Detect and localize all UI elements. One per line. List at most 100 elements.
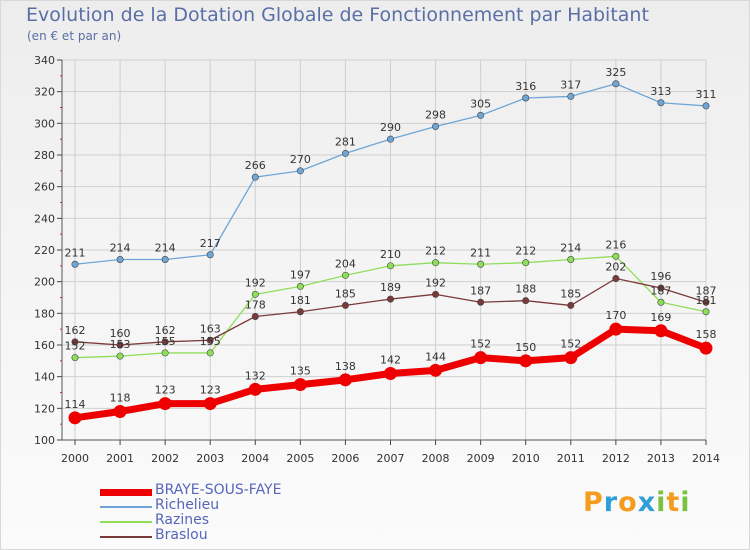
data-point bbox=[609, 322, 623, 336]
data-label: 132 bbox=[245, 369, 266, 382]
data-point bbox=[296, 282, 304, 290]
x-tick-label: 2000 bbox=[61, 452, 89, 465]
x-tick-label: 2002 bbox=[151, 452, 179, 465]
logo-letter: o bbox=[618, 487, 638, 518]
data-label: 214 bbox=[110, 242, 131, 255]
data-point bbox=[113, 405, 127, 418]
data-label: 135 bbox=[290, 365, 311, 378]
y-tick-label: 160 bbox=[34, 339, 55, 352]
axes: 100 120 140 160 180 200 220 240 260 280 300 320 340 2… bbox=[34, 54, 720, 465]
data-point bbox=[519, 354, 533, 368]
data-label: 152 bbox=[65, 340, 86, 353]
data-point bbox=[203, 397, 217, 411]
data-label: 138 bbox=[335, 360, 356, 373]
y-tick-label: 280 bbox=[34, 149, 55, 162]
data-point bbox=[612, 252, 620, 260]
data-label: 216 bbox=[605, 238, 626, 251]
data-point bbox=[702, 298, 710, 306]
y-tick-label: 320 bbox=[34, 86, 55, 99]
data-point bbox=[161, 255, 169, 263]
data-label: 313 bbox=[650, 85, 671, 98]
data-label: 169 bbox=[650, 311, 671, 324]
y-tick-label: 340 bbox=[34, 54, 55, 67]
data-point bbox=[296, 167, 304, 175]
data-label: 187 bbox=[696, 284, 717, 297]
x-tick-label: 2007 bbox=[377, 452, 405, 465]
data-label: 197 bbox=[290, 268, 311, 281]
data-point bbox=[341, 149, 349, 157]
y-tick-label: 220 bbox=[34, 244, 55, 257]
chart-title: Evolution de la Dotation Globale de Fonc… bbox=[26, 4, 649, 26]
data-label: 217 bbox=[200, 237, 221, 250]
data-label: 298 bbox=[425, 109, 446, 122]
data-point bbox=[477, 111, 485, 119]
data-point bbox=[477, 260, 485, 268]
data-label: 187 bbox=[470, 284, 491, 297]
data-label: 181 bbox=[290, 294, 311, 307]
data-label: 158 bbox=[696, 328, 717, 341]
data-point bbox=[251, 290, 259, 298]
y-tick-label: 300 bbox=[34, 117, 55, 130]
data-label: 311 bbox=[696, 88, 717, 101]
y-tick-label: 200 bbox=[34, 276, 55, 289]
data-point bbox=[384, 367, 397, 380]
data-point bbox=[702, 102, 710, 110]
legend-label: Richelieu bbox=[155, 497, 220, 513]
x-tick-label: 2003 bbox=[196, 452, 224, 465]
logo-letter: r bbox=[603, 487, 619, 518]
y-tick-label: 100 bbox=[34, 434, 55, 447]
data-label: 212 bbox=[425, 245, 446, 258]
y-tick-label: 120 bbox=[34, 402, 55, 415]
data-point bbox=[158, 397, 172, 411]
proxiti-logo: Proxiti bbox=[583, 487, 691, 518]
data-label: 196 bbox=[650, 270, 671, 283]
data-point bbox=[699, 341, 713, 355]
data-label: 210 bbox=[380, 248, 401, 261]
data-point bbox=[116, 255, 124, 263]
data-label: 187 bbox=[650, 284, 671, 297]
legend-swatch bbox=[100, 521, 152, 523]
data-label: 153 bbox=[110, 338, 131, 351]
data-point bbox=[612, 274, 620, 282]
legend-swatch bbox=[100, 489, 152, 496]
data-point bbox=[341, 271, 349, 279]
data-point bbox=[251, 173, 259, 181]
x-tick-label: 2008 bbox=[422, 452, 450, 465]
data-label: 123 bbox=[155, 384, 176, 397]
y-tick-label: 140 bbox=[34, 371, 55, 384]
data-label: 316 bbox=[515, 80, 536, 93]
x-tick-label: 2005 bbox=[286, 452, 314, 465]
data-point bbox=[251, 312, 259, 320]
data-label: 123 bbox=[200, 384, 221, 397]
data-point bbox=[657, 298, 665, 306]
data-point bbox=[429, 363, 443, 377]
data-label: 202 bbox=[605, 261, 626, 274]
data-point bbox=[612, 80, 620, 88]
legend-label: Razines bbox=[155, 512, 210, 528]
legend-swatch bbox=[100, 506, 152, 508]
data-label: 152 bbox=[470, 338, 491, 351]
data-point bbox=[341, 301, 349, 309]
x-tick-label: 2013 bbox=[647, 452, 675, 465]
data-label: 185 bbox=[335, 287, 356, 300]
data-label: 192 bbox=[425, 276, 446, 289]
data-labels: 114 118 123 123 132 135 138 142 144 152 150 152 170 1… bbox=[65, 66, 717, 411]
x-tick-label: 2010 bbox=[512, 452, 540, 465]
data-point bbox=[161, 349, 169, 357]
data-label: 185 bbox=[560, 287, 581, 300]
data-label: 214 bbox=[155, 242, 176, 255]
legend-label: BRAYE-SOUS-FAYE bbox=[155, 482, 282, 498]
data-point bbox=[567, 92, 575, 100]
data-point bbox=[293, 378, 307, 392]
data-point bbox=[206, 336, 214, 344]
y-tick-label: 240 bbox=[34, 212, 55, 225]
data-point bbox=[564, 351, 578, 365]
data-point bbox=[116, 341, 124, 349]
x-tick-label: 2004 bbox=[241, 452, 269, 465]
data-point bbox=[432, 290, 440, 298]
data-label: 188 bbox=[515, 283, 536, 296]
data-point bbox=[116, 352, 124, 360]
data-point bbox=[522, 297, 530, 305]
data-label: 178 bbox=[245, 299, 266, 312]
logo-letter: i bbox=[656, 487, 667, 518]
